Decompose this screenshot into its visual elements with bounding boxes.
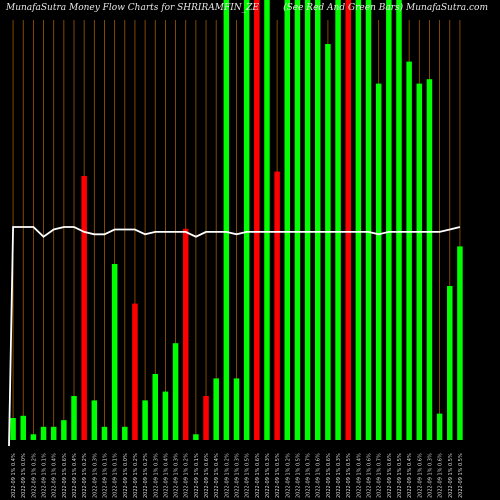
x-tick-label: 2022-09 1% 0.6% <box>326 453 332 498</box>
x-tick-label: 2022-09 1% 0.2% <box>82 453 88 498</box>
money-flow-bar <box>172 343 179 440</box>
money-flow-bar <box>416 83 423 440</box>
money-flow-bar <box>284 0 291 440</box>
money-flow-bar <box>193 434 199 440</box>
money-flow-bar <box>111 264 118 440</box>
x-tick-label: 2022-09 1% 0.6% <box>417 453 423 498</box>
x-tick-label: 2022-09 1% 0.4% <box>356 453 362 498</box>
money-flow-bar <box>50 426 57 440</box>
x-tick-label: 2022-09 1% 0.2% <box>31 453 37 498</box>
money-flow-bar <box>294 0 301 440</box>
x-tick-label: 2022-09 1% 0.5% <box>458 453 464 498</box>
money-flow-bar <box>264 0 270 440</box>
money-flow-bar <box>355 0 362 440</box>
money-flow-bar <box>335 0 341 440</box>
money-flow-bar <box>10 418 16 440</box>
x-tick-label: 2022-09 1% 0.2% <box>133 453 139 498</box>
x-tick-label: 2022-09 1% 0.4% <box>407 453 413 498</box>
x-tick-label: 2022-09 1% 0.2% <box>285 453 291 498</box>
x-tick-label: 2022-09 1% 0.3% <box>265 453 271 498</box>
money-flow-bar <box>254 0 260 440</box>
money-flow-bar <box>396 0 402 440</box>
x-tick-label: 2022-09 1% 0.6% <box>255 453 261 498</box>
x-tick-label: 2022-09 1% 0.1% <box>102 453 108 498</box>
money-flow-bar <box>122 426 128 440</box>
money-flow-bar <box>243 0 250 440</box>
x-tick-label: 2022-09 1% 0.6% <box>62 453 68 498</box>
money-flow-bar <box>162 391 169 440</box>
price-line <box>8 226 461 447</box>
money-flow-bar <box>406 61 412 440</box>
money-flow-bar <box>325 44 331 440</box>
x-tick-label: 2022-09 1% 0.6% <box>204 453 210 498</box>
money-flow-bar <box>223 0 230 440</box>
x-tick-label: 2022-09 1% 0.5% <box>448 453 454 498</box>
chart-subtitle: (See Red And Green Bars) MunafaSutra.com <box>283 3 488 13</box>
x-tick-label: 2022-09 1% 0.7% <box>377 453 383 498</box>
x-tick-label: 2022-09 1% 0.5% <box>245 453 251 498</box>
x-tick-label: 2022-09 1% 0.5% <box>346 453 352 498</box>
x-tick-label: 2022-09 1% 0.1% <box>113 453 119 498</box>
chart-title: MunafaSutra Money Flow Charts for SHRIRA… <box>6 3 259 13</box>
money-flow-bar <box>314 0 321 440</box>
money-flow-bar <box>213 378 219 440</box>
money-flow-bar <box>152 374 159 440</box>
x-tick-label: 2022-09 1% 0.5% <box>275 453 281 498</box>
x-tick-label: 2022-09 1% 0.5% <box>295 453 301 498</box>
x-tick-label: 2022-09 1% 0.4% <box>52 453 58 498</box>
money-flow-bar <box>457 246 463 440</box>
money-flow-bar <box>20 415 26 440</box>
x-tick-label: 2022-09 1% 0.4% <box>214 453 220 498</box>
x-tick-label: 2022-09 1% 0.1% <box>194 453 200 498</box>
x-tick-label: 2022-09 1% 0.1% <box>42 453 48 498</box>
x-tick-label: 2022-09 1% 0.3% <box>336 453 342 498</box>
x-tick-label: 2022-09 1% 0.0% <box>123 453 129 498</box>
money-flow-bar <box>30 434 37 440</box>
x-tick-label: 2022-09 1% 0.2% <box>224 453 230 498</box>
money-flow-bar <box>447 286 453 440</box>
x-tick-label: 2022-09 1% 0.0% <box>21 453 27 498</box>
money-flow-bar <box>426 79 433 440</box>
x-tick-label: 2022-09 1% 0.4% <box>163 453 169 498</box>
money-flow-bar <box>345 0 351 440</box>
x-tick-label: 2022-09 1% 0.3% <box>235 453 241 498</box>
x-tick-label: 2022-09 1% 0.6% <box>387 453 393 498</box>
x-tick-label: 2022-09 1% 0.6% <box>367 453 373 498</box>
x-tick-label: 2022-09 1% 0.4% <box>72 453 78 498</box>
money-flow-bar <box>40 426 47 440</box>
money-flow-bar <box>142 400 148 440</box>
x-tick-label: 2022-09 1% 0.2% <box>184 453 190 498</box>
x-tick-label: 2022-09 1% 0.3% <box>92 453 98 498</box>
x-tick-label: 2022-09 1% 0.6% <box>438 453 444 498</box>
x-tick-label: 2022-09 1% 0.5% <box>397 453 403 498</box>
money-flow-bar <box>436 413 443 440</box>
x-tick-label: 2022-09 1% 0.6% <box>316 453 322 498</box>
money-flow-bar <box>71 396 77 440</box>
money-flow-bar <box>304 0 311 440</box>
x-tick-label: 2022-09 1% 0.3% <box>427 453 433 498</box>
x-tick-label: 2022-09 1% 0.4% <box>11 453 17 498</box>
money-flow-bar <box>203 396 209 440</box>
money-flow-bar <box>233 378 240 440</box>
x-tick-label: 2022-09 1% 0.2% <box>143 453 149 498</box>
money-flow-bar <box>81 176 87 440</box>
money-flow-bar <box>182 228 189 440</box>
money-flow-bar <box>375 83 382 440</box>
money-flow-bar <box>91 400 98 440</box>
money-flow-bar <box>101 426 108 440</box>
x-tick-label: 2022-09 1% 0.3% <box>174 453 180 498</box>
money-flow-bar <box>132 303 138 440</box>
money-flow-bar <box>386 0 392 440</box>
x-tick-label: 2022-09 1% 0.3% <box>153 453 159 498</box>
x-tick-label: 2022-09 1% 0.7% <box>306 453 312 498</box>
money-flow-bar <box>61 420 67 440</box>
money-flow-bar <box>365 0 372 440</box>
money-flow-bar <box>274 171 280 440</box>
